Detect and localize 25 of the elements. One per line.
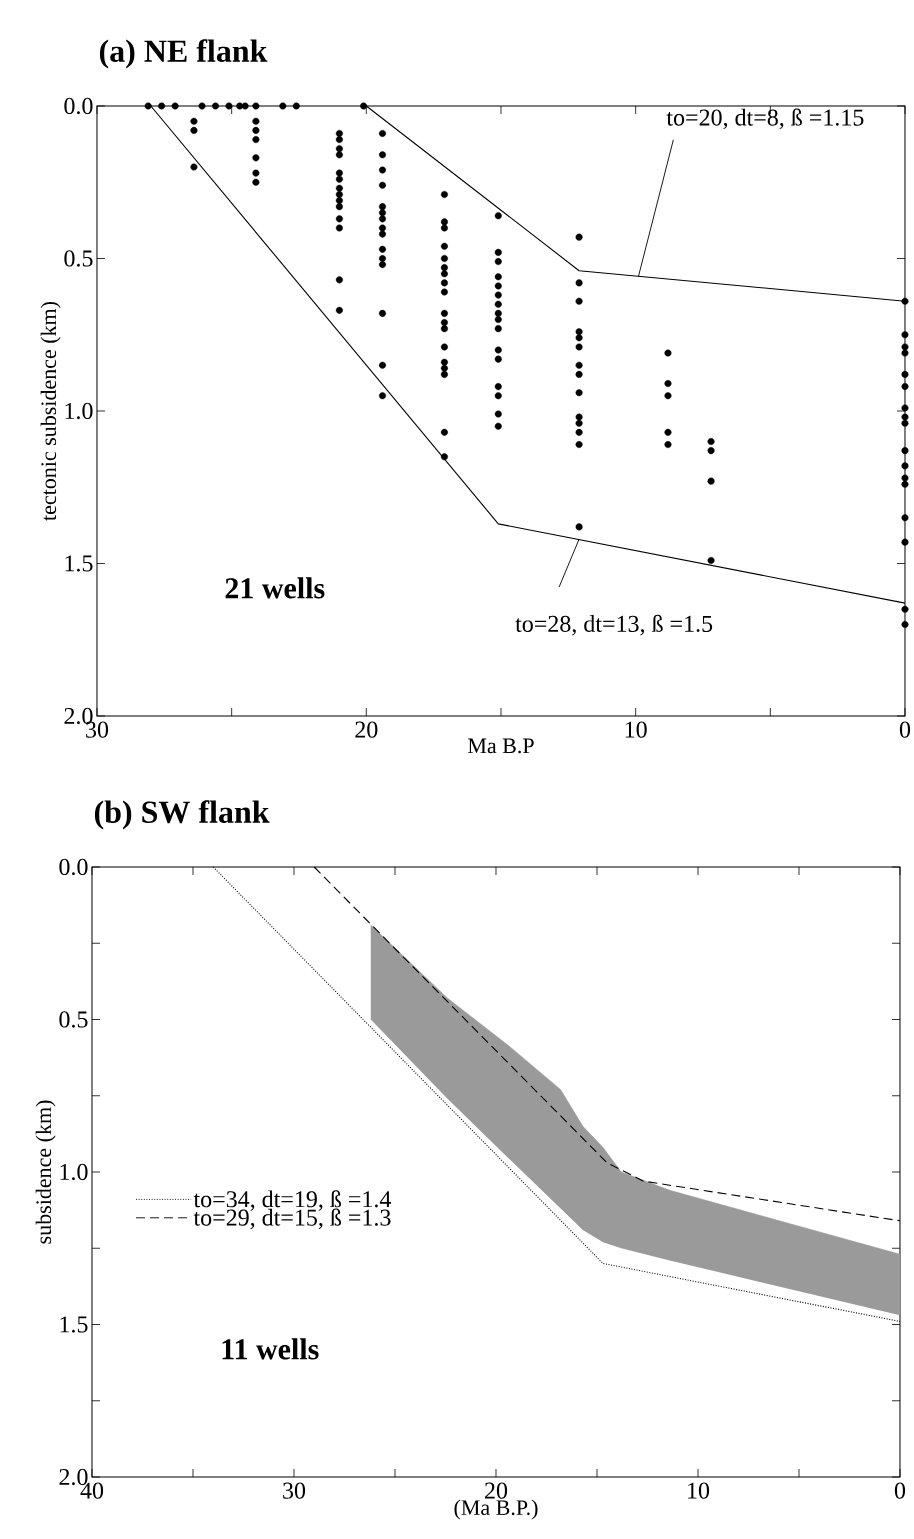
x-tick-label: 10 — [625, 721, 647, 738]
y-axis-title: subsidence (km) — [35, 1100, 56, 1244]
y-tick-label: 0.5 — [64, 250, 93, 267]
x-tick-label: 30 — [282, 1482, 305, 1499]
y-axis-title: tectonic subsidence (km) — [40, 301, 61, 521]
annotation: to=28, dt=13, ß =1.5 — [515, 614, 712, 636]
x-tick-label: 10 — [687, 1482, 709, 1499]
chart-title: (b) SW flank — [94, 800, 270, 830]
annotation: 21 wells — [225, 577, 325, 599]
y-tick-label: 1.5 — [65, 555, 93, 572]
x-tick-label: 0 — [894, 1482, 905, 1499]
chart-title: (a) NE flank — [99, 39, 268, 69]
x-axis-title: (Ma B.P.) — [454, 1499, 538, 1520]
y-tick-label: 1.5 — [60, 1316, 88, 1333]
annotation: 11 wells — [222, 1338, 319, 1360]
x-tick-label: 0 — [899, 721, 910, 738]
y-tick-label: 1.0 — [65, 402, 93, 420]
x-tick-label: 20 — [355, 721, 378, 738]
y-tick-label: 0.0 — [64, 97, 93, 115]
y-tick-label: 1.0 — [60, 1163, 88, 1181]
x-tick-label: 20 — [484, 1482, 507, 1499]
y-tick-label: 0.5 — [59, 1011, 88, 1028]
annotation: to=20, dt=8, ß =1.15 — [666, 108, 864, 130]
x-axis-title: Ma B.P — [467, 738, 534, 754]
y-tick-label: 0.0 — [59, 858, 88, 876]
